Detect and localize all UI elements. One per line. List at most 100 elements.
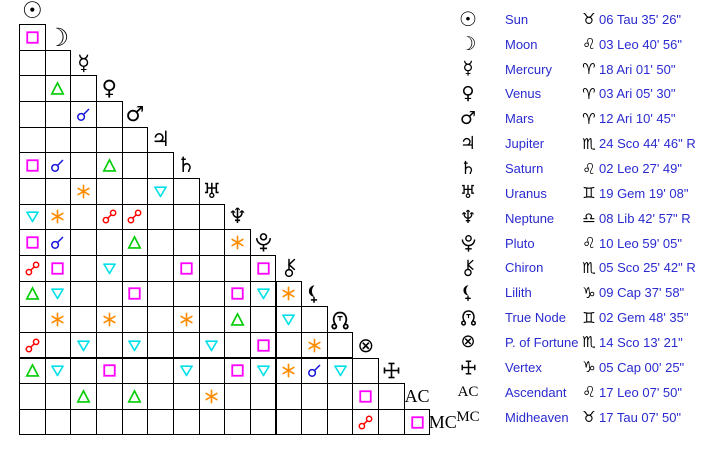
table-row-venus: ♀ Venus ♈ 03 Ari 05' 30" bbox=[450, 82, 705, 107]
aspect-cell-vertex-uranus bbox=[198, 357, 226, 385]
capricorn-icon: ♑ bbox=[582, 358, 596, 377]
aspect-cell-saturn-sun bbox=[19, 152, 46, 179]
grid-planet-mars: ♂ bbox=[122, 101, 149, 128]
quincunx-aspect-icon bbox=[333, 363, 348, 378]
aspect-cell-uranus-saturn bbox=[172, 177, 200, 205]
table-row-pluto: Pluto ♌ 10 Leo 59' 05" bbox=[450, 231, 705, 256]
table-row-mc: MC Midheaven ♉ 17 Tau 07' 50" bbox=[450, 405, 705, 430]
mc-icon: MC bbox=[428, 412, 457, 433]
square-aspect-icon bbox=[50, 261, 65, 276]
table-row-ac: AC Ascendant ♌ 17 Leo 07' 50" bbox=[450, 380, 705, 405]
planet-name: Venus bbox=[505, 86, 542, 102]
aspect-cell-mc-mars bbox=[121, 408, 149, 436]
aspect-cell-uranus-mars bbox=[121, 177, 149, 205]
aspect-cell-pluto-venus bbox=[95, 229, 123, 256]
planet-glyph-cell: ♃ bbox=[455, 131, 481, 156]
aspect-cell-neptune-uranus bbox=[198, 203, 226, 231]
aspect-cell-saturn-moon bbox=[44, 152, 72, 179]
sextile-aspect-icon bbox=[281, 363, 296, 378]
planet-glyph-cell: ☽ bbox=[455, 32, 481, 57]
aspect-cell-fortune-pluto bbox=[249, 331, 277, 359]
conjunction-aspect-icon bbox=[307, 363, 322, 378]
planet-position: 24 Sco 44' 46" R bbox=[599, 136, 696, 152]
venus-icon: ♀ bbox=[101, 76, 117, 101]
chiron-icon bbox=[279, 258, 299, 278]
jupiter-icon: ♃ bbox=[459, 132, 477, 154]
planet-position: 08 Lib 42' 57" R bbox=[599, 210, 691, 226]
quincunx-aspect-icon bbox=[204, 338, 219, 353]
pluto-icon bbox=[253, 232, 274, 253]
sextile-aspect-icon bbox=[307, 338, 322, 353]
grid-planet-jupiter: ♃ bbox=[147, 127, 174, 154]
aspect-cell-mars-sun bbox=[19, 101, 46, 128]
aspect-cell-jupiter-moon bbox=[44, 126, 72, 154]
planet-name: Moon bbox=[505, 36, 538, 52]
planet-position: 02 Gem 48' 35" bbox=[599, 310, 689, 326]
sextile-aspect-icon bbox=[281, 286, 296, 301]
quincunx-aspect-icon bbox=[179, 363, 194, 378]
planet-position: 03 Leo 40' 56" bbox=[599, 36, 683, 52]
planet-name: Sun bbox=[505, 11, 529, 27]
gemini-icon: ♊ bbox=[582, 184, 596, 203]
planet-glyph-cell: ♀ bbox=[455, 82, 481, 107]
aspect-cell-lilith-saturn bbox=[172, 280, 200, 308]
aspect-cell-ac-saturn bbox=[172, 383, 200, 410]
square-aspect-icon bbox=[102, 363, 117, 378]
quincunx-aspect-icon bbox=[281, 312, 296, 327]
planet-glyph-cell: AC bbox=[455, 380, 481, 405]
trine-aspect-icon bbox=[127, 235, 142, 250]
aspect-cell-chiron-sun bbox=[19, 254, 46, 282]
fortune-icon: ⊗ bbox=[460, 331, 476, 353]
mc-icon: MC bbox=[456, 408, 480, 425]
leo-icon: ♌ bbox=[582, 35, 596, 54]
table-row-sun: ☉ Sun ♉ 06 Tau 35' 26" bbox=[450, 7, 705, 32]
aspect-cell-moon-sun bbox=[19, 24, 46, 51]
mars-icon: ♂ bbox=[125, 101, 145, 126]
moon-icon: ☽ bbox=[459, 32, 477, 55]
sun-icon: ☉ bbox=[459, 7, 477, 32]
aspect-cell-lilith-chiron bbox=[275, 280, 303, 308]
aspect-cell-vertex-chiron bbox=[275, 357, 303, 385]
mercury-icon: ☿ bbox=[77, 50, 91, 75]
aspect-cell-neptune-moon bbox=[44, 203, 72, 231]
aspect-cell-uranus-mercury bbox=[70, 177, 97, 205]
aspect-cell-ac-mercury bbox=[70, 383, 97, 410]
aspect-cell-ac-moon bbox=[44, 383, 72, 410]
opposition-aspect-icon bbox=[358, 415, 373, 430]
square-aspect-icon bbox=[25, 235, 40, 250]
square-aspect-icon bbox=[256, 338, 271, 353]
trine-aspect-icon bbox=[76, 389, 91, 404]
aspect-cell-uranus-moon bbox=[44, 177, 72, 205]
leo-icon: ♌ bbox=[582, 383, 596, 402]
aspect-cell-lilith-neptune bbox=[224, 280, 251, 308]
grid-planet-venus: ♀ bbox=[96, 75, 123, 102]
square-aspect-icon bbox=[410, 415, 425, 430]
opposition-aspect-icon bbox=[102, 209, 117, 224]
sextile-aspect-icon bbox=[76, 184, 91, 199]
square-aspect-icon bbox=[179, 261, 194, 276]
aspect-cell-saturn-mercury bbox=[70, 152, 97, 179]
aspect-cell-mc-ac bbox=[403, 408, 431, 436]
quincunx-aspect-icon bbox=[256, 286, 271, 301]
aspect-cell-vertex-sun bbox=[19, 357, 46, 385]
grid-planet-vertex bbox=[378, 358, 405, 385]
grid-planet-moon: ☽ bbox=[45, 24, 72, 51]
square-aspect-icon bbox=[127, 286, 142, 301]
aspect-cell-true-node-moon bbox=[44, 306, 72, 333]
aspect-cell-neptune-mercury bbox=[70, 203, 97, 231]
aspect-cell-venus-sun bbox=[19, 75, 46, 102]
conjunction-aspect-icon bbox=[76, 107, 91, 122]
aspect-cell-chiron-saturn bbox=[172, 254, 200, 282]
grid-planet-mc: MC bbox=[428, 409, 457, 436]
planet-name: Midheaven bbox=[505, 409, 569, 425]
table-row-neptune: ♆ Neptune ♎ 08 Lib 42' 57" R bbox=[450, 206, 705, 231]
sextile-aspect-icon bbox=[204, 389, 219, 404]
aspect-cell-true-node-uranus bbox=[198, 306, 226, 333]
planet-position: 06 Tau 35' 26" bbox=[599, 11, 682, 27]
planet-name: True Node bbox=[505, 310, 566, 326]
aspect-cell-mc-jupiter bbox=[147, 408, 174, 436]
table-row-mercury: ☿ Mercury ♈ 18 Ari 01' 50" bbox=[450, 57, 705, 82]
aspect-cell-fortune-chiron bbox=[275, 331, 303, 359]
planet-glyph-cell bbox=[455, 231, 481, 256]
planet-position: 14 Sco 13' 21" bbox=[599, 334, 683, 350]
